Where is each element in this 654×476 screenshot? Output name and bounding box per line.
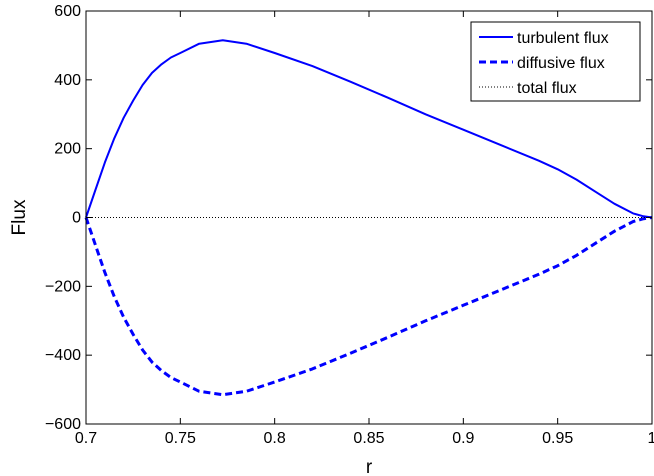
x-tick-label: 0.75: [165, 430, 196, 447]
y-tick-label: −200: [45, 278, 81, 295]
series-line-turbulent-flux: [85, 39, 653, 219]
y-tick-label: 600: [54, 3, 81, 20]
y-tick-label: −400: [45, 347, 81, 364]
x-tick-label: 0.8: [264, 430, 286, 447]
x-tick-label: 1: [648, 430, 654, 447]
x-tick-label: 0.7: [75, 430, 97, 447]
tick-layer: 0.7 0.75 0.8 0.85 0.9 0.95 1 −600 −400 −200 0 200 40…: [45, 3, 654, 447]
y-tick-label: −600: [45, 416, 81, 433]
x-tick-label: 0.9: [452, 430, 474, 447]
x-tick-label: 0.95: [542, 430, 573, 447]
y-tick-label: 200: [54, 141, 81, 158]
legend-label-total-flux: total flux: [517, 80, 577, 97]
series-layer: [84, 39, 653, 397]
legend-label-diffusive-flux: diffusive flux: [517, 55, 605, 72]
y-axis-title: Flux: [9, 199, 30, 235]
legend-label-turbulent-flux: turbulent flux: [517, 30, 609, 47]
legend-box: [470, 21, 641, 102]
legend: turbulent flux diffusive flux total flux: [470, 21, 641, 102]
y-tick-label: 0: [72, 210, 81, 227]
y-tick-label: 400: [54, 72, 81, 89]
x-tick-label: 0.85: [353, 430, 384, 447]
x-axis-title: r: [366, 457, 373, 476]
series-line-diffusive-flux: [84, 216, 653, 397]
